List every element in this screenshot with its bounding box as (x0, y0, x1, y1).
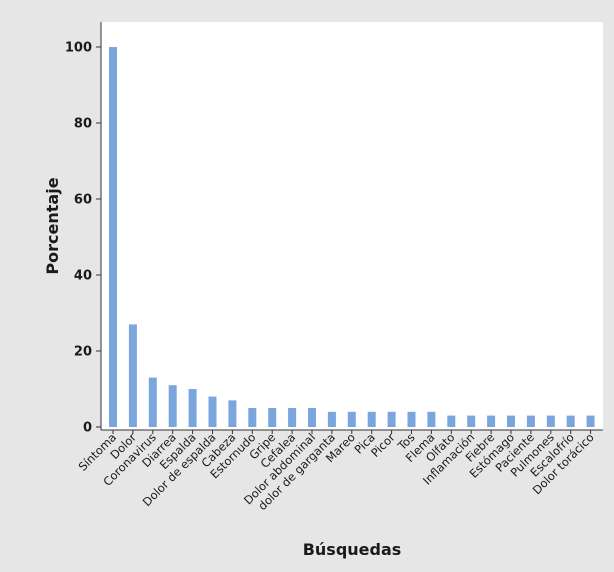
bar (546, 415, 555, 427)
bar (188, 389, 197, 427)
bar (586, 415, 595, 427)
bar (447, 415, 456, 427)
bar (148, 377, 157, 427)
bar (128, 324, 137, 427)
bar (327, 411, 336, 427)
y-tick-label: 40 (74, 269, 92, 284)
y-tick-label: 20 (74, 345, 92, 360)
y-axis: 0 20 40 60 80 100 (65, 22, 102, 436)
bar (288, 408, 297, 427)
bar (228, 400, 237, 427)
bar (168, 385, 177, 427)
bar (526, 415, 535, 427)
bar (367, 411, 376, 427)
bar (109, 47, 117, 427)
bar (427, 411, 436, 427)
bar (308, 408, 316, 427)
bar (347, 411, 356, 427)
bar (507, 415, 515, 427)
bar (248, 408, 257, 427)
y-tick-label: 0 (83, 421, 92, 436)
bar (208, 396, 217, 427)
bar (467, 415, 476, 427)
bars-group (109, 47, 595, 427)
y-tick-label: 80 (74, 117, 92, 132)
bar (487, 415, 496, 427)
bar (387, 411, 396, 427)
bar (407, 411, 416, 427)
y-tick-label: 100 (65, 41, 92, 56)
y-tick-label: 60 (74, 193, 92, 208)
bar (566, 415, 575, 427)
bar (268, 408, 277, 427)
x-axis-title: Búsquedas (303, 540, 402, 559)
y-axis-title: Porcentaje (43, 177, 62, 274)
plot-area (101, 22, 603, 430)
